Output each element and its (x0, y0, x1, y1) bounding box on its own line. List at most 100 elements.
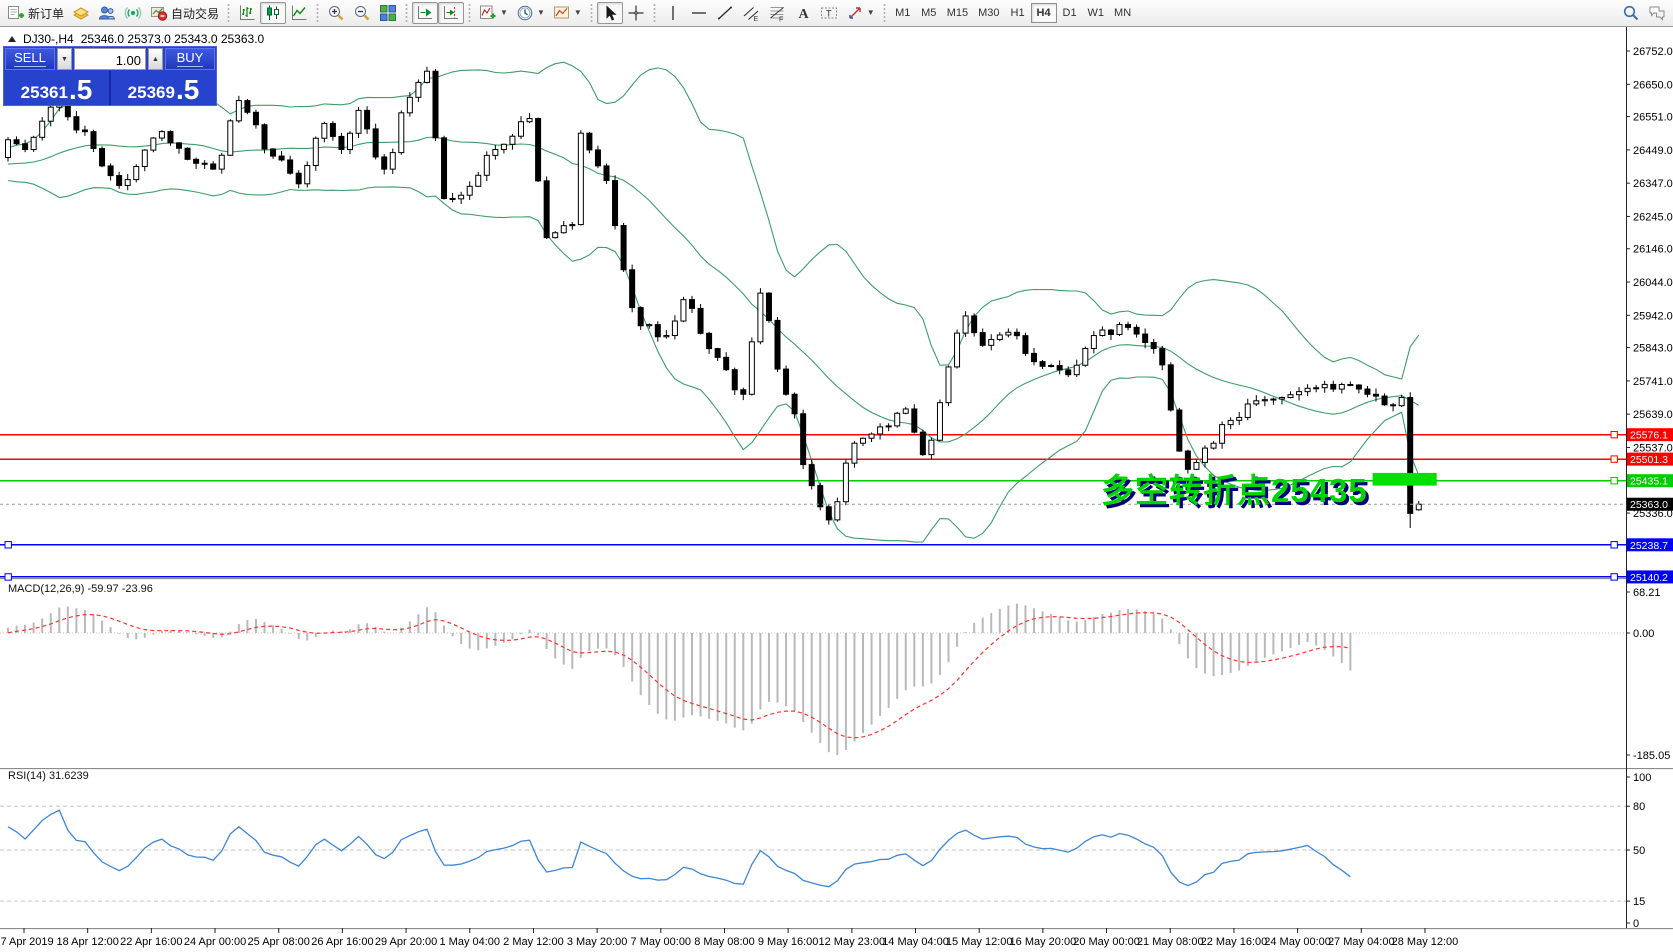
symbol-title: DJ30-,H4 (23, 32, 74, 46)
trendline-button[interactable] (712, 2, 738, 24)
text-label-button[interactable]: T (816, 2, 842, 24)
fibonacci-button[interactable]: F (764, 2, 790, 24)
chart-shift-button[interactable] (438, 2, 465, 24)
candle (552, 231, 559, 239)
candle (1125, 321, 1132, 331)
autoscroll-button[interactable] (412, 2, 439, 24)
volume-increase-button[interactable]: ▲ (148, 48, 163, 70)
chart-text-annotation[interactable]: 多空转折点25435 (1101, 472, 1368, 509)
time-tick-label: 24 May 00:00 (1264, 936, 1331, 948)
comments-button[interactable] (1644, 2, 1670, 24)
search-button[interactable] (1618, 2, 1644, 24)
new-order-button[interactable]: 新订单 (3, 2, 68, 24)
candle (1082, 346, 1089, 367)
tile-windows-icon (380, 5, 397, 21)
vertical-line-button[interactable] (660, 2, 686, 24)
tile-windows-button[interactable] (375, 2, 401, 24)
crosshair-button[interactable] (623, 2, 649, 24)
autotrading-button[interactable]: 自动交易 (146, 2, 223, 24)
timeframe-button-mn[interactable]: MN (1114, 7, 1132, 19)
candle (1133, 324, 1140, 338)
bar-chart-button[interactable] (234, 2, 260, 24)
profiles-button[interactable] (94, 2, 120, 24)
timeframe-button-h1[interactable]: H1 (1010, 7, 1025, 19)
horizontal-line-button[interactable] (686, 2, 712, 24)
signals-button[interactable] (120, 2, 146, 24)
cursor-icon (606, 5, 617, 21)
timeframe-button-m1[interactable]: M1 (895, 7, 911, 19)
time-tick-label: 16 May 20:00 (1010, 936, 1077, 948)
candle (270, 148, 277, 159)
timeframe-button-h4[interactable]: H4 (1030, 3, 1057, 23)
line-handle[interactable] (1610, 430, 1618, 439)
candle (1364, 386, 1371, 398)
price-tick-label: 25741.0 (1633, 376, 1673, 388)
volume-decrease-button[interactable]: ▼ (57, 48, 72, 70)
time-tick-label: 7 May 00:00 (631, 936, 692, 948)
timeframe-button-m30[interactable]: M30 (978, 7, 1000, 19)
candle (5, 137, 11, 162)
buy-price[interactable]: 25369 .5 (127, 74, 200, 106)
line-handle[interactable] (4, 541, 12, 549)
candle (1202, 445, 1208, 468)
arrows-button[interactable]: ▼ (842, 2, 879, 24)
candle (1355, 384, 1362, 394)
timeframe-button-d1[interactable]: D1 (1062, 7, 1077, 19)
chevron-down-icon[interactable]: ▼ (573, 8, 582, 17)
candle (1150, 338, 1157, 354)
collapse-arrow-icon[interactable] (8, 36, 16, 42)
equidistant-channel-button[interactable]: E (738, 2, 764, 24)
candle (475, 171, 482, 188)
line-handle[interactable] (1610, 541, 1618, 549)
candle (774, 317, 781, 373)
sell-button[interactable]: SELL (5, 48, 55, 70)
line-handle[interactable] (1610, 455, 1618, 463)
line-handle[interactable] (1610, 573, 1618, 581)
candle (167, 130, 174, 146)
candle (731, 367, 738, 395)
volume-input[interactable] (74, 48, 146, 70)
timeframe-button-m5[interactable]: M5 (921, 7, 937, 19)
candle (1142, 328, 1149, 349)
zoom-in-icon (329, 6, 344, 21)
candle (329, 121, 336, 141)
candle (928, 437, 935, 460)
candle (1210, 441, 1217, 450)
price-axis[interactable]: 26752.0 26650.0 26551.0 26449.0 26347.0 26245… (1626, 46, 1673, 930)
line-chart-button[interactable] (286, 2, 312, 24)
rsi-scale-label: 0 (1633, 918, 1639, 930)
line-handle[interactable] (4, 573, 12, 581)
sell-price[interactable]: 25361 .5 (4, 71, 111, 105)
candle (612, 175, 619, 230)
candle (654, 321, 661, 342)
chevron-down-icon[interactable]: ▼ (536, 8, 545, 17)
rectangle-object[interactable] (1372, 472, 1437, 486)
text-button[interactable]: A (790, 2, 816, 24)
line-handle[interactable] (1610, 477, 1618, 485)
time-tick-label: 12 May 23:00 (819, 936, 886, 948)
candle (1236, 412, 1243, 426)
templates-button[interactable]: ▼ (549, 2, 586, 24)
candlestick-chart-button[interactable] (260, 2, 287, 24)
macd-indicator-label: MACD(12,26,9) -59.97 -23.96 (8, 583, 153, 595)
timeframe-button-m15[interactable]: M15 (946, 7, 969, 19)
candle (954, 329, 961, 369)
styler-button[interactable] (68, 2, 94, 24)
chevron-down-icon[interactable]: ▼ (866, 8, 875, 17)
cursor-button[interactable] (596, 2, 623, 24)
one-click-prices: 25361 .5 25369 .5 (4, 71, 216, 105)
indicators-button[interactable]: ▼ (475, 2, 512, 24)
buy-button[interactable]: BUY (165, 48, 215, 70)
periods-button[interactable]: ▼ (512, 2, 549, 24)
bollinger-middle-band (7, 136, 1420, 443)
chevron-down-icon[interactable]: ▼ (500, 8, 508, 17)
hline-icon (691, 12, 706, 14)
timeframe-button-w1[interactable]: W1 (1087, 7, 1105, 19)
time-axis[interactable]: 17 Apr 2019 18 Apr 12:00 22 Apr 16:00 24 Ap… (0, 928, 1458, 948)
candle (1056, 360, 1063, 375)
zoom-in-button[interactable] (323, 2, 349, 24)
zoom-out-button[interactable] (349, 2, 375, 24)
candle (526, 113, 533, 124)
time-tick-label: 1 May 04:00 (439, 936, 500, 948)
